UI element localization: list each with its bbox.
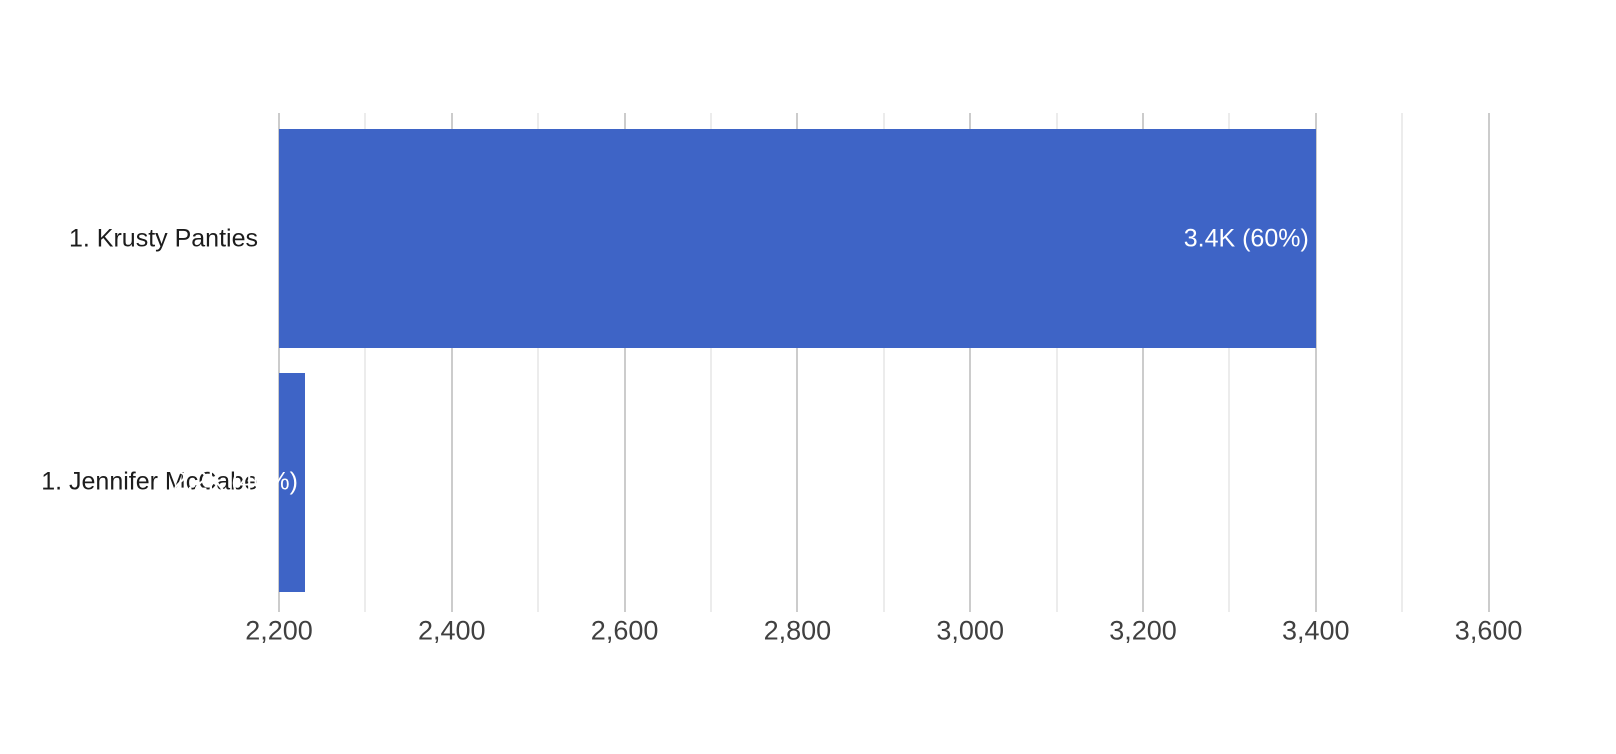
minor-gridline [882, 113, 885, 612]
x-axis-tick-label: 2,800 [763, 615, 832, 646]
minor-gridline [710, 113, 712, 612]
major-gridline [1142, 113, 1144, 612]
major-gridline [796, 113, 799, 612]
x-axis-tick-label: 3,400 [1282, 615, 1350, 646]
major-gridline [969, 113, 972, 612]
bar[interactable] [279, 372, 305, 592]
minor-gridline [364, 113, 367, 612]
major-gridline [623, 113, 626, 612]
x-axis-tick-label: 2,400 [418, 615, 486, 646]
x-axis-tick-label: 3,000 [936, 615, 1004, 646]
x-axis-tick-label: 2,200 [245, 615, 313, 646]
category-label: 1. Krusty Panties [69, 224, 258, 253]
minor-gridline [1055, 113, 1058, 612]
bar[interactable] [279, 129, 1316, 349]
bar-value-label: 2.2K (40%) [172, 467, 298, 496]
bar-value-label: 3.4K (60%) [1183, 224, 1309, 253]
category-label: 1. Jennifer McCabe [41, 467, 258, 496]
minor-gridline [1401, 113, 1404, 612]
major-gridline [278, 113, 280, 612]
minor-gridline [1228, 113, 1231, 612]
x-axis-tick-label: 2,600 [590, 615, 659, 646]
major-gridline [450, 113, 453, 612]
x-axis-tick-label: 3,200 [1109, 615, 1177, 646]
minor-gridline [537, 113, 540, 612]
major-gridline [1314, 113, 1317, 612]
x-axis-tick-label: 3,600 [1454, 615, 1523, 646]
major-gridline [1487, 113, 1490, 612]
